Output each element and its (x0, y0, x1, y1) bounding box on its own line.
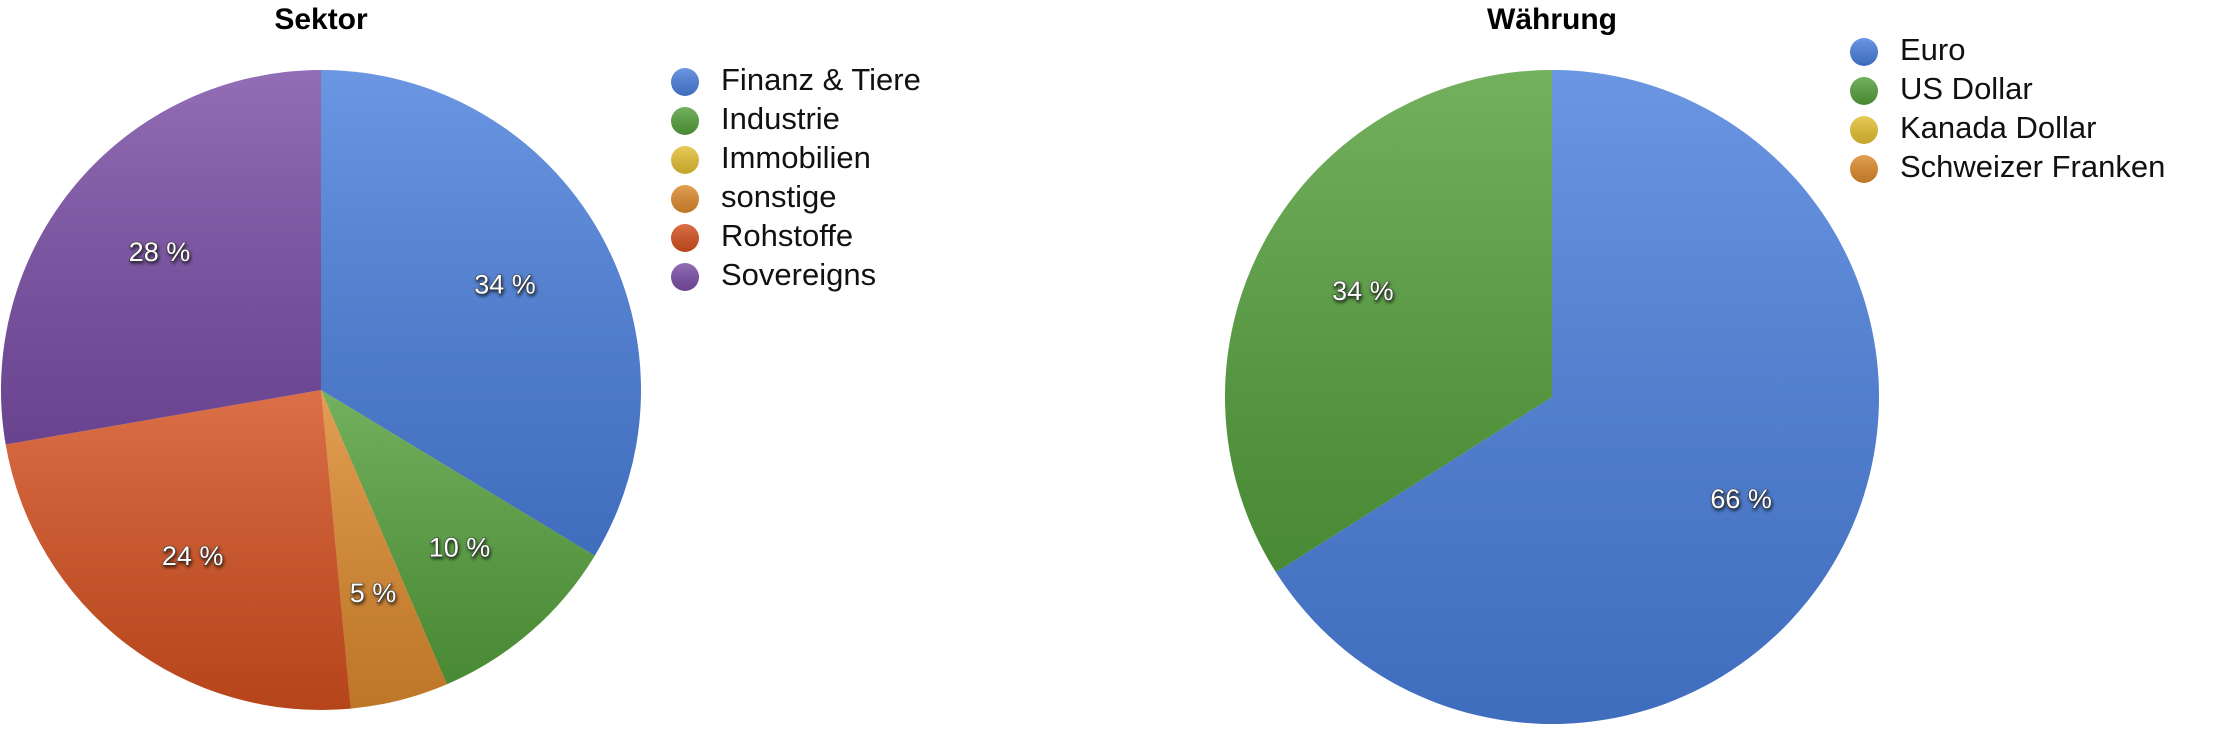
legend-label: Finanz & Tiere (721, 62, 921, 97)
slice-shade (5, 390, 351, 710)
slice-shade (0, 70, 321, 445)
slice-shade (321, 70, 641, 556)
slice-shade (321, 390, 595, 685)
legend-swatch-shade (1850, 38, 1878, 66)
chart-title: Sektor (274, 3, 368, 36)
legend-swatch-shade (1850, 155, 1878, 183)
slice-shade (1275, 70, 1880, 725)
legend-label: Rohstoffe (721, 218, 853, 253)
data-label: 5 % (350, 578, 397, 608)
legend-label: Schweizer Franken (1900, 149, 2165, 184)
legend-swatch-shade (1850, 116, 1878, 144)
data-label: 24 % (162, 541, 224, 571)
legend-swatch-shade (671, 224, 699, 252)
legend-swatch-shade (671, 68, 699, 96)
data-label: 10 % (429, 533, 491, 563)
data-label: 34 % (1332, 276, 1394, 306)
data-label: 34 % (474, 269, 536, 299)
data-label: 66 % (1710, 484, 1772, 514)
legend-label: Immobilien (721, 140, 871, 175)
legend-swatch-shade (671, 185, 699, 213)
slice-shade (1225, 70, 1552, 573)
legend-label: Kanada Dollar (1900, 110, 2096, 145)
legend-label: Euro (1900, 32, 1965, 67)
legend-label: Sovereigns (721, 257, 876, 292)
legend-swatch-shade (1850, 77, 1878, 105)
data-label: 28 % (129, 237, 191, 267)
chart-title: Währung (1487, 3, 1617, 36)
legend-label: Industrie (721, 101, 840, 136)
slice-shade (321, 390, 447, 709)
legend-swatch-shade (671, 146, 699, 174)
legend-swatch-shade (671, 107, 699, 135)
legend-swatch-shade (671, 263, 699, 291)
legend-label: sonstige (721, 179, 836, 214)
legend-label: US Dollar (1900, 71, 2033, 106)
